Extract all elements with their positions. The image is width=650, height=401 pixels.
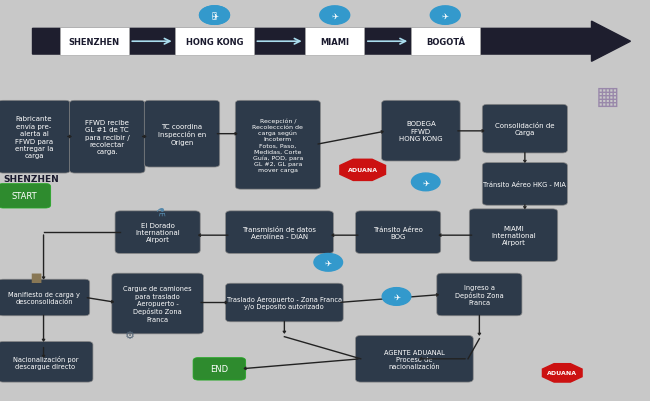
Text: END: END [211,365,228,373]
Text: START: START [12,192,37,201]
FancyBboxPatch shape [0,342,93,382]
Text: ⚗: ⚗ [155,208,166,217]
Text: ✈: ✈ [332,12,338,20]
FancyBboxPatch shape [235,101,320,190]
Text: Recepción /
Recoleccción de
carga según
Incoterm
Fotos, Paso,
Medidas, Corte
Guí: Recepción / Recoleccción de carga según … [252,118,304,173]
FancyBboxPatch shape [112,273,203,334]
Text: ADUANA: ADUANA [348,168,378,173]
Text: ADUANA: ADUANA [547,371,577,375]
FancyBboxPatch shape [115,211,200,254]
Polygon shape [340,160,385,181]
FancyBboxPatch shape [226,211,333,254]
Circle shape [314,254,343,271]
Text: ✈: ✈ [393,292,400,301]
Text: Ingreso a
Depósito Zona
Franca: Ingreso a Depósito Zona Franca [455,284,504,306]
Text: Fabricante
envía pre-
alerta al
FFWD para
entregar la
carga: Fabricante envía pre- alerta al FFWD par… [15,116,53,159]
Text: ⚙: ⚙ [125,330,135,340]
Text: AGENTE ADUANAL
Proceso de
nacionalización: AGENTE ADUANAL Proceso de nacionalizació… [384,349,445,369]
FancyBboxPatch shape [356,336,473,382]
Circle shape [430,7,460,25]
Text: FFWD recibe
GL #1 de TC
para recibir /
recolectar
carga.: FFWD recibe GL #1 de TC para recibir / r… [85,120,129,155]
Text: Traslado Aeropuerto - Zona Franca
y/o Deposito autorizado: Traslado Aeropuerto - Zona Franca y/o De… [227,296,342,309]
FancyBboxPatch shape [70,101,145,174]
FancyBboxPatch shape [469,209,558,262]
FancyBboxPatch shape [482,105,567,154]
Text: MIAMI
International
Airport: MIAMI International Airport [491,225,536,246]
Text: 🚛: 🚛 [393,292,400,302]
Text: ▪: ▪ [29,267,42,286]
Text: BOGOTÁ: BOGOTÁ [426,38,465,47]
FancyBboxPatch shape [144,101,220,168]
FancyBboxPatch shape [0,279,90,316]
Circle shape [411,174,440,191]
Text: SHENZHEN: SHENZHEN [69,38,120,47]
Circle shape [200,7,229,25]
Text: ✈: ✈ [211,12,218,20]
Text: SHENZHEN: SHENZHEN [3,174,59,183]
Text: ▦: ▦ [596,84,619,108]
FancyBboxPatch shape [226,284,343,322]
FancyBboxPatch shape [0,101,70,174]
Text: Tránsito Aéreo HKG - MIA: Tránsito Aéreo HKG - MIA [484,182,566,187]
Text: Transmisión de datos
Aerolínea - DIAN: Transmisión de datos Aerolínea - DIAN [242,226,317,239]
Text: Consolidación de
Carga: Consolidación de Carga [495,123,554,136]
Text: Cargue de camiones
para traslado
Aeropuerto -
Depósito Zona
Franca: Cargue de camiones para traslado Aeropue… [124,286,192,322]
Text: TC coordina
Inspección en
Origen: TC coordina Inspección en Origen [158,124,206,145]
Text: 🚛: 🚛 [212,12,217,20]
FancyBboxPatch shape [356,211,441,254]
Text: Nacionalización por
descargue directo: Nacionalización por descargue directo [13,355,78,369]
Polygon shape [543,364,582,382]
Circle shape [320,7,350,25]
FancyBboxPatch shape [437,273,522,316]
Text: Manifiesto de carga y
desconsolidación: Manifiesto de carga y desconsolidación [8,291,80,304]
FancyBboxPatch shape [306,28,364,56]
FancyBboxPatch shape [0,184,51,209]
Text: ✈: ✈ [442,12,448,20]
FancyBboxPatch shape [382,101,460,162]
Text: El Dorado
International
Airport: El Dorado International Airport [135,223,180,243]
FancyBboxPatch shape [193,358,246,380]
FancyBboxPatch shape [482,163,567,206]
Text: BODEGA
FFWD
HONG KONG: BODEGA FFWD HONG KONG [399,121,443,142]
FancyBboxPatch shape [60,28,129,56]
Text: ✈: ✈ [422,178,429,187]
Text: Tránsito Aéreo
BOG: Tránsito Aéreo BOG [373,226,423,239]
Text: ✈: ✈ [325,258,332,267]
FancyBboxPatch shape [411,28,480,56]
FancyBboxPatch shape [176,28,254,56]
Text: MIAMI: MIAMI [320,38,349,47]
Circle shape [200,7,229,25]
Circle shape [382,288,411,306]
Text: HONG KONG: HONG KONG [186,38,243,47]
Polygon shape [32,22,630,62]
